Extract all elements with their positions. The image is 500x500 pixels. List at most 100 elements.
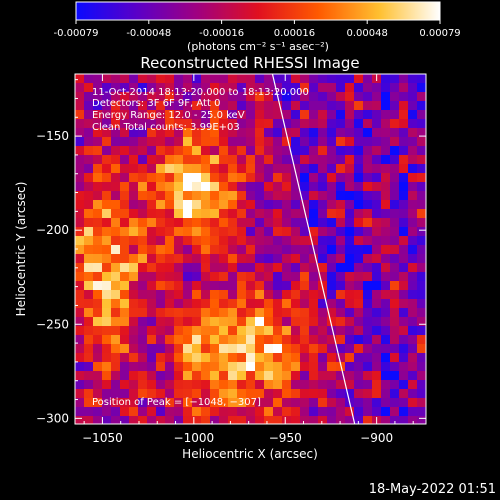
heatmap-cell <box>273 191 282 200</box>
heatmap-cell <box>408 218 417 227</box>
heatmap-cell <box>84 281 93 290</box>
heatmap-cell <box>129 371 138 380</box>
heatmap-cell <box>408 137 417 146</box>
heatmap-cell <box>156 335 165 344</box>
heatmap-cell <box>192 110 201 119</box>
heatmap-cell <box>165 218 174 227</box>
heatmap-cell <box>75 254 84 263</box>
heatmap-cell <box>156 389 165 398</box>
heatmap-cell <box>318 371 327 380</box>
heatmap-cell <box>183 245 192 254</box>
heatmap-cell <box>183 353 192 362</box>
heatmap-cell <box>291 227 300 236</box>
heatmap-cell <box>84 245 93 254</box>
heatmap-cell <box>201 137 210 146</box>
heatmap-cell <box>147 272 156 281</box>
heatmap-cell <box>408 308 417 317</box>
heatmap-cell <box>300 245 309 254</box>
heatmap-cell <box>156 209 165 218</box>
heatmap-cell <box>327 191 336 200</box>
heatmap-cell <box>201 74 210 83</box>
heatmap-cell <box>282 263 291 272</box>
heatmap-cell <box>291 209 300 218</box>
heatmap-cell <box>75 83 84 92</box>
heatmap-cell <box>300 119 309 128</box>
heatmap-cell <box>291 299 300 308</box>
heatmap-cell <box>408 92 417 101</box>
heatmap-cell <box>93 110 102 119</box>
heatmap-cell <box>156 200 165 209</box>
heatmap-cell <box>210 164 219 173</box>
heatmap-cell <box>201 227 210 236</box>
heatmap-cell <box>300 344 309 353</box>
heatmap-cell <box>129 110 138 119</box>
heatmap-cell <box>318 380 327 389</box>
heatmap-cell <box>84 200 93 209</box>
heatmap-cell <box>147 335 156 344</box>
heatmap-cell <box>291 110 300 119</box>
heatmap-cell <box>300 227 309 236</box>
heatmap-cell <box>93 263 102 272</box>
heatmap-cell <box>75 416 84 424</box>
heatmap-cell <box>201 299 210 308</box>
heatmap-cell <box>246 389 255 398</box>
heatmap-cell <box>309 146 318 155</box>
heatmap-cell <box>120 128 129 137</box>
heatmap-cell <box>390 281 399 290</box>
axes: −1050 −1000 −950 −900−300−250−200−150 <box>36 74 426 445</box>
heatmap-cell <box>327 254 336 263</box>
heatmap-cell <box>147 281 156 290</box>
heatmap-cell <box>165 182 174 191</box>
heatmap-cell <box>309 236 318 245</box>
heatmap-cell <box>264 398 273 407</box>
heatmap-cell <box>309 362 318 371</box>
heatmap-cell <box>84 416 93 424</box>
heatmap-cell <box>354 281 363 290</box>
heatmap-cell <box>201 371 210 380</box>
heatmap-cell <box>246 101 255 110</box>
heatmap-cell <box>255 317 264 326</box>
heatmap-cell <box>381 371 390 380</box>
heatmap-cell <box>228 353 237 362</box>
heatmap-cell <box>282 155 291 164</box>
heatmap-cell <box>300 137 309 146</box>
heatmap-cell <box>282 389 291 398</box>
heatmap-cell <box>282 335 291 344</box>
y-axis-label: Heliocentric Y (arcsec) <box>14 182 28 317</box>
heatmap-cell <box>237 155 246 164</box>
heatmap-cell <box>120 92 129 101</box>
heatmap-cell <box>300 92 309 101</box>
heatmap-cell <box>336 110 345 119</box>
heatmap-cell <box>228 128 237 137</box>
heatmap-cell <box>111 326 120 335</box>
heatmap-cell <box>345 389 354 398</box>
heatmap-cell <box>372 236 381 245</box>
heatmap-cell <box>309 137 318 146</box>
heatmap-cell <box>417 119 426 128</box>
heatmap-cell <box>84 209 93 218</box>
heatmap-cell <box>309 407 318 416</box>
x-tick-label: −1000 <box>174 431 215 445</box>
heatmap-cell <box>399 164 408 173</box>
heatmap-cell <box>345 335 354 344</box>
heatmap-cell <box>75 74 84 83</box>
heatmap-cell <box>417 362 426 371</box>
heatmap-cell <box>156 317 165 326</box>
heatmap-cell <box>381 353 390 362</box>
heatmap-cell <box>156 281 165 290</box>
heatmap-cell <box>120 416 129 424</box>
heatmap-cell <box>381 74 390 83</box>
heatmap-cell <box>417 353 426 362</box>
heatmap-cell <box>192 308 201 317</box>
heatmap-cell <box>381 254 390 263</box>
heatmap-cell <box>138 326 147 335</box>
heatmap-cell <box>120 101 129 110</box>
heatmap-cell <box>156 83 165 92</box>
heatmap-cell <box>237 281 246 290</box>
heatmap-cell <box>363 371 372 380</box>
heatmap-cell <box>183 191 192 200</box>
heatmap-cell <box>102 92 111 101</box>
heatmap-cell <box>255 83 264 92</box>
heatmap-cell <box>390 164 399 173</box>
